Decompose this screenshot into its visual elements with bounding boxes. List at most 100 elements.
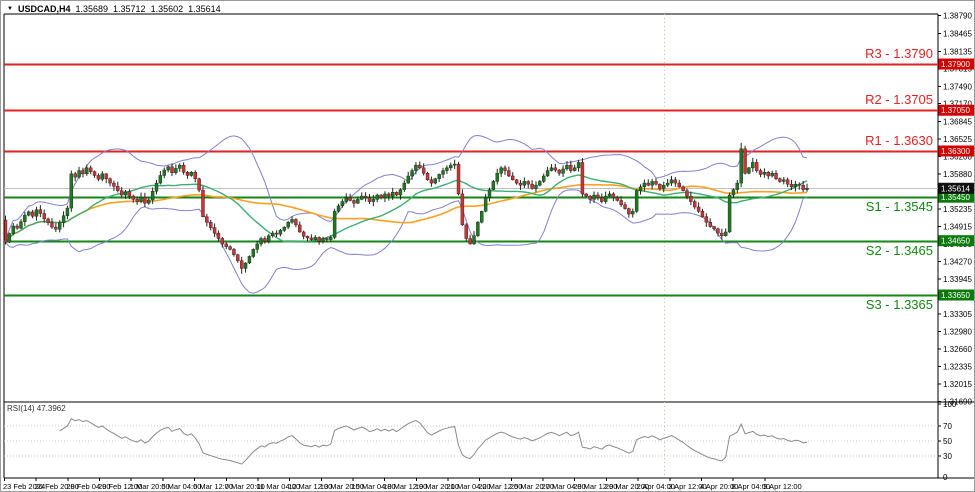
candle-body <box>429 179 434 184</box>
candle-body <box>425 173 430 181</box>
candle-body <box>239 260 244 269</box>
candle-body <box>673 179 678 184</box>
candle-body <box>119 190 124 196</box>
candle-body <box>770 173 774 177</box>
s3-price-badge: 1.33650 <box>938 289 974 301</box>
time-tick-label: 5 Mar 04:00 <box>161 482 201 491</box>
candle-body <box>456 163 461 195</box>
current-price-badge-bg <box>938 182 974 194</box>
candle-body <box>147 199 151 204</box>
candle-body <box>731 189 736 196</box>
s1-price-badge-bg <box>938 191 974 203</box>
time-tick-label: 29 Feb 12:00 <box>98 482 142 491</box>
candle-body <box>135 199 139 202</box>
candle-body <box>526 181 530 185</box>
candle-body <box>298 224 302 233</box>
candle-body <box>96 175 101 180</box>
price-tick-label: 1.33945 <box>943 275 972 284</box>
candle-body <box>665 182 670 186</box>
candle-body <box>758 170 763 175</box>
price-tick-label: 1.33305 <box>943 310 972 319</box>
candle-body <box>522 181 527 186</box>
candle-body <box>402 182 407 190</box>
price-tick-label: 1.36525 <box>943 135 972 144</box>
candle-body <box>723 231 728 236</box>
fast-ma-line <box>4 174 808 243</box>
candle-body <box>503 167 507 171</box>
candle-body <box>514 179 519 184</box>
candle-body <box>607 193 612 197</box>
candle-body <box>209 221 213 228</box>
candle-body <box>685 190 689 197</box>
price-tick-label: 1.37170 <box>943 100 972 109</box>
price-tick-label: 1.35880 <box>943 170 972 179</box>
candle-body <box>704 216 709 223</box>
candle-body <box>576 162 581 169</box>
candle-body <box>325 238 329 240</box>
candle-body <box>77 170 81 178</box>
s2-price-badge-text: 1.34650 <box>941 237 970 246</box>
candle-body <box>259 238 263 245</box>
candle-body <box>677 182 681 188</box>
r2-price-badge: 1.37050 <box>938 104 974 116</box>
candle-body <box>793 183 798 188</box>
candle-body <box>313 237 317 240</box>
candle-body <box>197 178 201 191</box>
candle-body <box>693 201 697 208</box>
current-price-badge: 1.35614 <box>938 182 974 194</box>
candle-body <box>394 192 399 196</box>
chart-dropdown-icon[interactable]: ▼ <box>7 5 13 12</box>
price-tick-label: 1.32660 <box>943 345 972 354</box>
candle-body <box>27 211 31 216</box>
price-axis[interactable]: 1.387901.384651.381351.378151.374901.371… <box>938 12 972 407</box>
candle-body <box>530 183 534 189</box>
candle-body <box>247 256 252 264</box>
candle-body <box>538 181 542 186</box>
s2-price-badge: 1.34650 <box>938 235 974 247</box>
time-tick-label: 12 Mar 12:00 <box>288 482 332 491</box>
candle-body <box>472 235 476 245</box>
candle-body <box>487 189 492 198</box>
candle-body <box>483 197 488 212</box>
candle-body <box>286 221 290 228</box>
candle-body <box>301 231 306 237</box>
price-tick-label: 1.35235 <box>943 205 972 214</box>
candle-body <box>23 214 27 222</box>
price-tick-label: 1.32015 <box>943 380 972 389</box>
time-tick-label: 22 Mar 12:00 <box>478 482 522 491</box>
candle-body <box>418 164 422 169</box>
candle-body <box>139 196 143 202</box>
time-tick-label: 3 Apr 12:00 <box>668 482 706 491</box>
price-tick-label: 1.34915 <box>943 222 972 231</box>
rsi-pane: 100 70 50 30 0 <box>4 400 957 482</box>
candle-body <box>410 170 414 177</box>
candle-body <box>623 204 627 209</box>
candle-body <box>85 167 89 175</box>
rsi-line <box>59 418 808 465</box>
candle-body <box>766 171 770 177</box>
candle-body <box>611 193 616 198</box>
candle-body <box>205 216 209 223</box>
candle-body <box>278 230 283 235</box>
candle-body <box>329 237 333 240</box>
candle-body <box>565 164 569 170</box>
candle-body <box>631 211 635 215</box>
price-tick-label: 1.37490 <box>943 82 972 91</box>
candle-body <box>348 197 352 201</box>
candle-body <box>379 194 383 198</box>
candle-body <box>383 193 387 198</box>
symbol-timeframe-label: USDCAD,H4 <box>17 3 71 14</box>
candle-body <box>123 191 128 196</box>
s3-price-badge-text: 1.33650 <box>941 291 970 300</box>
candle-body <box>50 222 54 228</box>
candle-body <box>743 148 747 174</box>
candle-body <box>216 232 221 239</box>
candle-body <box>112 182 116 187</box>
candle-body <box>557 169 561 174</box>
rsi-tick-label: 30 <box>943 452 952 461</box>
time-tick-label: 9 Apr 12:00 <box>763 482 801 491</box>
candle-body <box>54 226 58 230</box>
price-tick-label: 1.38790 <box>943 12 972 21</box>
